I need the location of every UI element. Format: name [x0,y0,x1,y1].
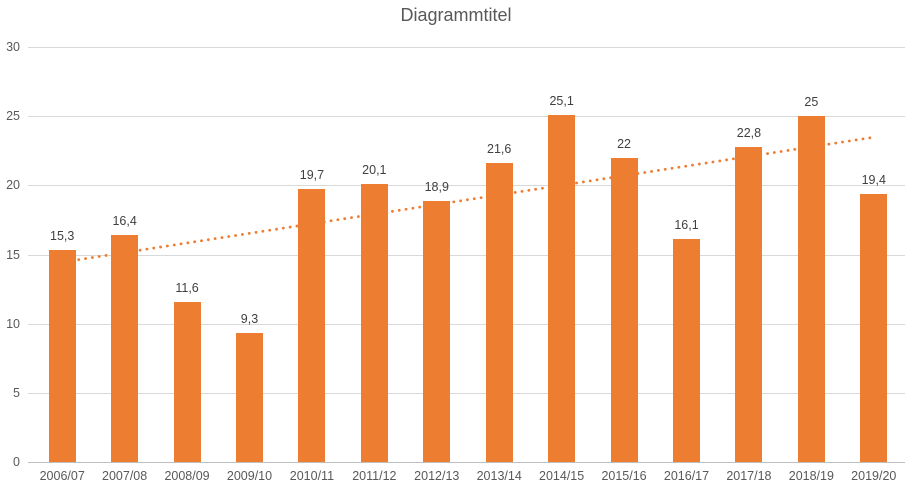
y-axis-tick-label: 20 [6,178,20,192]
data-label: 15,3 [50,229,75,244]
x-axis-tick-label: 2012/13 [414,469,460,483]
bar-2010/11 [298,189,326,462]
bar-2008/09 [173,301,201,462]
data-label: 22,8 [736,125,762,140]
bar-2012/13 [423,200,451,462]
gridline [28,255,905,256]
data-label: 22 [617,136,632,151]
x-axis-tick-label: 2013/14 [476,469,522,483]
x-axis-line [28,462,905,463]
bar-2013/14 [485,163,513,462]
bar-2007/08 [111,235,139,462]
bar-2017/18 [735,146,763,462]
bar-2016/17 [673,239,700,462]
x-axis-tick-label: 2017/18 [726,469,772,483]
bar-2014/15 [548,114,576,462]
gridline [28,393,905,394]
data-label: 9,3 [240,312,259,327]
x-axis-tick-label: 2014/15 [539,469,585,483]
y-axis-tick-label: 0 [13,455,20,469]
y-axis-tick-label: 30 [6,40,20,54]
x-axis-tick-label: 2006/07 [39,469,85,483]
x-axis-tick-label: 2010/11 [289,469,335,483]
data-label: 19,4 [861,172,886,187]
bar-2009/10 [236,333,263,462]
chart-title: Diagrammtitel [400,5,512,25]
gridline [28,185,905,186]
bar-2006/07 [48,250,76,462]
data-label: 20,1 [362,162,387,177]
x-axis-tick-label: 2008/09 [164,469,210,483]
y-axis-tick-label: 10 [6,317,20,331]
data-label: 16,4 [112,214,137,229]
x-axis-tick-label: 2015/16 [601,469,647,483]
gridline [28,116,905,117]
bar-2019/20 [860,193,888,462]
bar-2018/19 [797,116,825,462]
data-label: 19,7 [299,168,325,183]
data-label: 25,1 [549,93,574,108]
y-axis-tick-label: 5 [13,386,20,400]
x-axis-tick-label: 2019/20 [851,469,897,483]
y-axis-tick-label: 25 [6,109,20,123]
data-label: 21,6 [487,142,512,157]
x-axis-tick-label: 2016/17 [663,469,710,483]
x-axis-tick-label: 2018/19 [788,469,834,483]
y-axis-tick-label: 15 [6,248,20,262]
data-label: 18,9 [424,179,449,194]
data-label: 16,1 [674,218,699,233]
x-axis-tick-label: 2009/10 [226,469,273,483]
bar-2015/16 [610,157,638,462]
bar-2011/12 [360,183,388,462]
gridline [28,324,905,325]
x-axis-tick-label: 2007/08 [102,469,148,483]
data-label: 25 [804,95,819,110]
x-axis-tick-label: 2011/12 [352,469,397,483]
data-label: 11,6 [175,280,199,295]
gridline [28,47,905,48]
